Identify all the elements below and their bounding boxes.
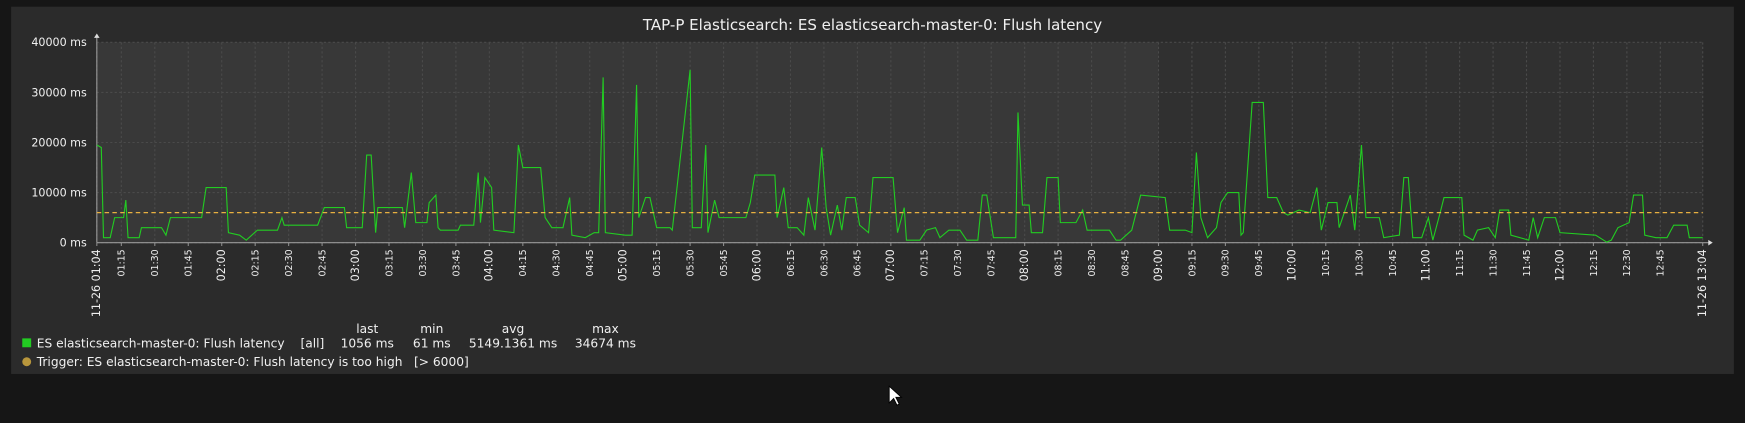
trigger-swatch — [22, 357, 32, 367]
x-tick-label: 07:00 — [884, 249, 897, 281]
x-tick-label: 04:00 — [483, 249, 496, 281]
mouse-cursor — [888, 385, 903, 406]
x-tick-label: 06:00 — [750, 249, 763, 281]
x-tick-label: 11:15 — [1455, 249, 1466, 276]
x-tick-label: 07:30 — [953, 249, 964, 276]
legend-header: last — [356, 322, 378, 336]
x-tick-label: 10:00 — [1286, 249, 1299, 281]
y-tick-label: 10000 ms — [31, 186, 87, 199]
legend-swatch — [22, 338, 32, 348]
x-tick-label: 04:45 — [585, 249, 596, 276]
x-tick-label: 03:15 — [384, 249, 395, 276]
x-tick-label: 03:30 — [418, 249, 429, 276]
x-tick-label: 08:45 — [1120, 249, 1131, 276]
x-tick-label: 12:45 — [1656, 249, 1667, 276]
legend-stat: 1056 ms — [341, 336, 394, 350]
x-tick-label: 05:15 — [652, 249, 663, 276]
x-tick-label: 10:15 — [1321, 249, 1332, 276]
x-tick-label: 11:45 — [1522, 249, 1533, 276]
legend-stat: 5149.1361 ms — [469, 336, 557, 350]
x-tick-label: 07:15 — [920, 249, 931, 276]
x-tick-label: 02:15 — [251, 249, 262, 276]
x-tick-label: 07:45 — [987, 249, 998, 276]
x-tick-label: 01:30 — [150, 249, 161, 276]
x-tick-label: 12:30 — [1622, 249, 1633, 276]
chart-title: TAP-P Elasticsearch: ES elasticsearch-ma… — [642, 16, 1102, 34]
legend-stat: 61 ms — [413, 336, 451, 350]
x-tick-label: 10:45 — [1388, 249, 1399, 276]
legend-header: min — [420, 322, 443, 336]
x-tick-label: 06:15 — [786, 249, 797, 276]
x-tick-label: 11:00 — [1419, 249, 1432, 281]
x-tick-label: 02:00 — [215, 249, 228, 281]
x-tick-label: 12:00 — [1553, 249, 1566, 281]
x-tick-label: 02:30 — [284, 249, 295, 276]
x-tick-label: 06:45 — [853, 249, 864, 276]
x-tick-label: 04:30 — [552, 249, 563, 276]
legend-stat: 34674 ms — [575, 336, 636, 350]
y-tick-label: 40000 ms — [31, 36, 87, 49]
x-tick-label: 10:30 — [1355, 249, 1366, 276]
legend-header: max — [592, 322, 619, 336]
x-tick-label: 08:15 — [1053, 249, 1064, 276]
x-tick-label: 05:45 — [719, 249, 730, 276]
x-tick-label: 01:45 — [184, 249, 195, 276]
x-axis-arrow — [1708, 239, 1713, 246]
y-tick-label: 0 ms — [60, 237, 87, 250]
x-tick-label: 09:00 — [1152, 249, 1165, 281]
x-tick-label: 09:45 — [1254, 249, 1265, 276]
x-tick-label: 11-26 13:04 — [1696, 249, 1709, 317]
x-tick-label: 01:15 — [117, 249, 128, 276]
x-tick-label: 09:15 — [1187, 249, 1198, 276]
y-tick-label: 30000 ms — [31, 86, 87, 99]
x-tick-label: 03:45 — [451, 249, 462, 276]
x-tick-label: 08:00 — [1018, 249, 1031, 281]
x-tick-label: 03:00 — [349, 249, 362, 281]
legend-header: avg — [502, 322, 525, 336]
x-tick-label: 05:00 — [617, 249, 630, 281]
y-axis-arrow — [94, 33, 100, 38]
x-tick-label: 02:45 — [317, 249, 328, 276]
legend-func: [all] — [300, 336, 324, 350]
trigger-name: Trigger: ES elasticsearch-master-0: Flus… — [36, 355, 403, 369]
x-tick-label: 08:30 — [1087, 249, 1098, 276]
series-line — [96, 69, 1703, 243]
x-tick-label: 11:30 — [1488, 249, 1499, 276]
x-tick-label: 12:15 — [1589, 249, 1600, 276]
x-tick-label: 06:30 — [819, 249, 830, 276]
trigger-label: [> 6000] — [414, 355, 469, 369]
legend-name: ES elasticsearch-master-0: Flush latency — [37, 336, 285, 350]
x-tick-label: 04:15 — [518, 249, 529, 276]
y-tick-label: 20000 ms — [31, 136, 87, 149]
x-tick-label: 05:30 — [685, 249, 696, 276]
x-tick-label: 09:30 — [1221, 249, 1232, 276]
x-tick-label: 11-26 01:04 — [90, 249, 103, 317]
